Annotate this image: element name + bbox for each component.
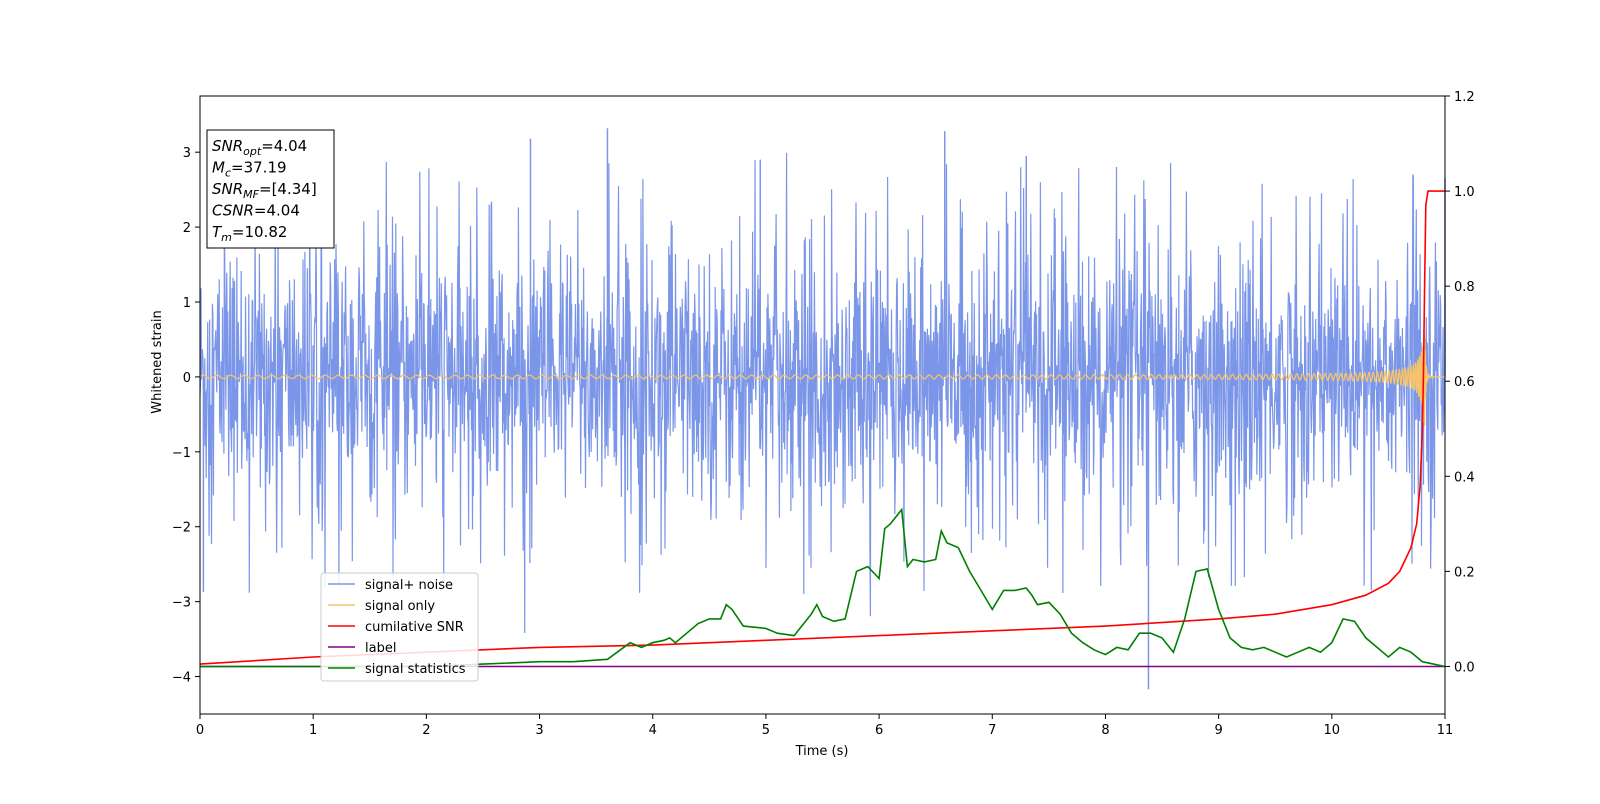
legend: signal+ noise signal only cumilative SNR la… <box>320 572 479 682</box>
info-symbol: M <box>212 159 225 177</box>
info-line: CSNR=4.04 <box>212 202 300 220</box>
y-right-tick-label: 0.6 <box>1454 375 1475 390</box>
y-right-tick-label: 0.2 <box>1454 565 1475 580</box>
y-left-tick-label: 1 <box>183 296 191 311</box>
info-symbol: SNR <box>212 180 243 198</box>
y-axis-label: Whitened strain <box>150 310 165 413</box>
x-tick-label: 0 <box>196 723 204 738</box>
y-right-tick-label: 1.0 <box>1454 185 1475 200</box>
plot-frame <box>199 95 1446 715</box>
y-axis-right: 0.0 0.2 0.4 0.6 0.8 1.0 1.2 <box>1445 90 1475 675</box>
info-value: =4.04 <box>261 137 307 155</box>
info-symbol: SNR <box>212 137 243 155</box>
series-cumulative-snr-line <box>199 190 1445 665</box>
x-tick-label: 2 <box>422 723 430 738</box>
info-line: Tm=10.82 <box>212 223 287 244</box>
x-axis: 0 1 2 3 4 5 6 7 8 9 10 11 <box>196 714 1453 738</box>
info-box-frame <box>206 129 335 249</box>
y-left-tick-label: 3 <box>183 146 191 161</box>
y-left-tick-label: −3 <box>172 596 191 611</box>
legend-entry-label: signal statistics <box>365 662 466 677</box>
y-left-tick-label: −2 <box>172 521 191 536</box>
info-line: SNRMF=[4.34] <box>212 180 317 201</box>
info-value: =4.04 <box>254 202 300 220</box>
y-axis-left: −4 −3 −2 −1 0 1 2 3 <box>172 146 200 686</box>
info-value: =[4.34] <box>259 180 317 198</box>
info-subscript: opt <box>243 145 262 158</box>
info-value: =37.19 <box>231 159 287 177</box>
info-subscript: c <box>225 167 231 180</box>
x-tick-label: 7 <box>988 723 996 738</box>
y-right-tick-label: 0.8 <box>1454 280 1475 295</box>
legend-entry-label: label <box>365 641 396 656</box>
y-left-tick-label: 2 <box>183 221 191 236</box>
series-signal-noise-line <box>199 152 1446 634</box>
legend-entry-label: cumilative SNR <box>365 620 464 635</box>
legend-entry-label: signal+ noise <box>365 578 453 593</box>
info-box: SNRopt=4.04Mc=37.19SNRMF=[4.34]CSNR=4.04… <box>206 129 335 249</box>
x-tick-label: 10 <box>1324 723 1341 738</box>
info-symbol: CSNR <box>212 202 254 220</box>
info-subscript: MF <box>243 188 259 201</box>
info-value: =10.82 <box>232 223 288 241</box>
x-tick-label: 1 <box>309 723 317 738</box>
info-line: Mc=37.19 <box>212 159 287 180</box>
x-tick-label: 5 <box>762 723 770 738</box>
legend-frame <box>320 572 479 682</box>
y-left-tick-label: 0 <box>183 371 191 386</box>
info-symbol: T <box>212 223 223 241</box>
info-subscript: m <box>221 231 232 244</box>
legend-entry-label: signal only <box>365 599 435 614</box>
x-tick-label: 4 <box>649 723 657 738</box>
x-tick-label: 9 <box>1214 723 1222 738</box>
y-right-tick-label: 0.4 <box>1454 470 1475 485</box>
x-tick-label: 3 <box>535 723 543 738</box>
y-right-tick-label: 1.2 <box>1454 90 1475 105</box>
series-signal-only-line <box>199 332 1445 426</box>
series-signal-statistics-line <box>200 507 1446 668</box>
y-left-tick-label: −4 <box>172 671 191 686</box>
y-left-tick-label: −1 <box>172 446 191 461</box>
info-line: SNRopt=4.04 <box>212 137 307 158</box>
x-tick-label: 8 <box>1101 723 1109 738</box>
x-tick-label: 11 <box>1437 723 1454 738</box>
x-axis-label: Time (s) <box>795 744 849 759</box>
y-right-tick-label: 0.0 <box>1454 660 1475 675</box>
x-tick-label: 6 <box>875 723 883 738</box>
